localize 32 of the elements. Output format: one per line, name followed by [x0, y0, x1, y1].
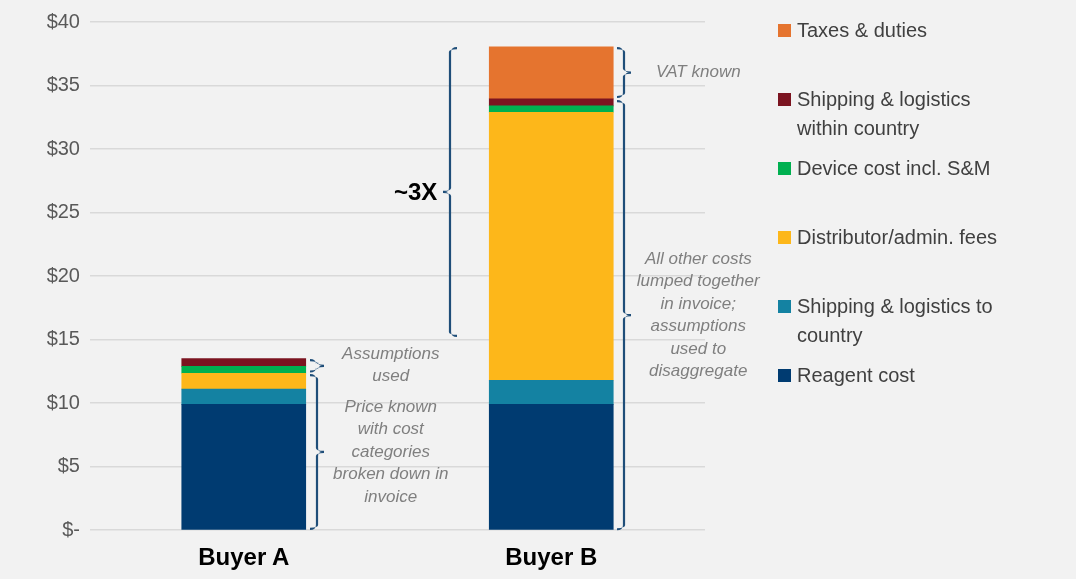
annotation: Price known with cost categories broken down in invoice: [333, 396, 449, 506]
bar: [488, 404, 614, 530]
legend-label: Shipping & logistics within country: [797, 87, 972, 141]
y-tick-label: $25: [46, 200, 80, 223]
annotation: All other costs lumped together in invoice; assumptions used to disaggregate: [636, 248, 762, 381]
y-tick-label: $15: [46, 327, 80, 350]
x-tick-label: Buyer A: [198, 543, 290, 571]
annotation: Assumptions used: [341, 343, 440, 386]
y-tick-label: $5: [57, 454, 80, 477]
bar: [181, 404, 307, 530]
bar: [488, 111, 614, 381]
y-tick-label: $-: [62, 517, 80, 540]
bar: [488, 379, 614, 405]
y-tick-label: $40: [46, 9, 80, 32]
y-tick-label: $30: [46, 136, 80, 159]
x-tick-label: Buyer B: [505, 543, 598, 571]
bar: [181, 358, 307, 367]
legend-label: Device cost incl. S&M: [797, 156, 991, 181]
legend-label: Distributor/admin. fees: [797, 225, 998, 250]
annotation: ~3X: [393, 178, 438, 206]
bar: [181, 372, 307, 390]
y-tick-label: $10: [46, 390, 80, 413]
y-tick-label: $20: [46, 263, 80, 286]
bar: [488, 46, 614, 100]
legend-label: Taxes & duties: [797, 18, 928, 43]
legend-label: Shipping & logistics to country: [797, 294, 994, 348]
legend-label: Reagent cost: [797, 363, 915, 388]
bar: [181, 388, 307, 405]
annotation: VAT known: [655, 62, 741, 82]
bar: [181, 365, 307, 374]
bar: [488, 98, 614, 107]
y-tick-label: $35: [46, 73, 80, 96]
